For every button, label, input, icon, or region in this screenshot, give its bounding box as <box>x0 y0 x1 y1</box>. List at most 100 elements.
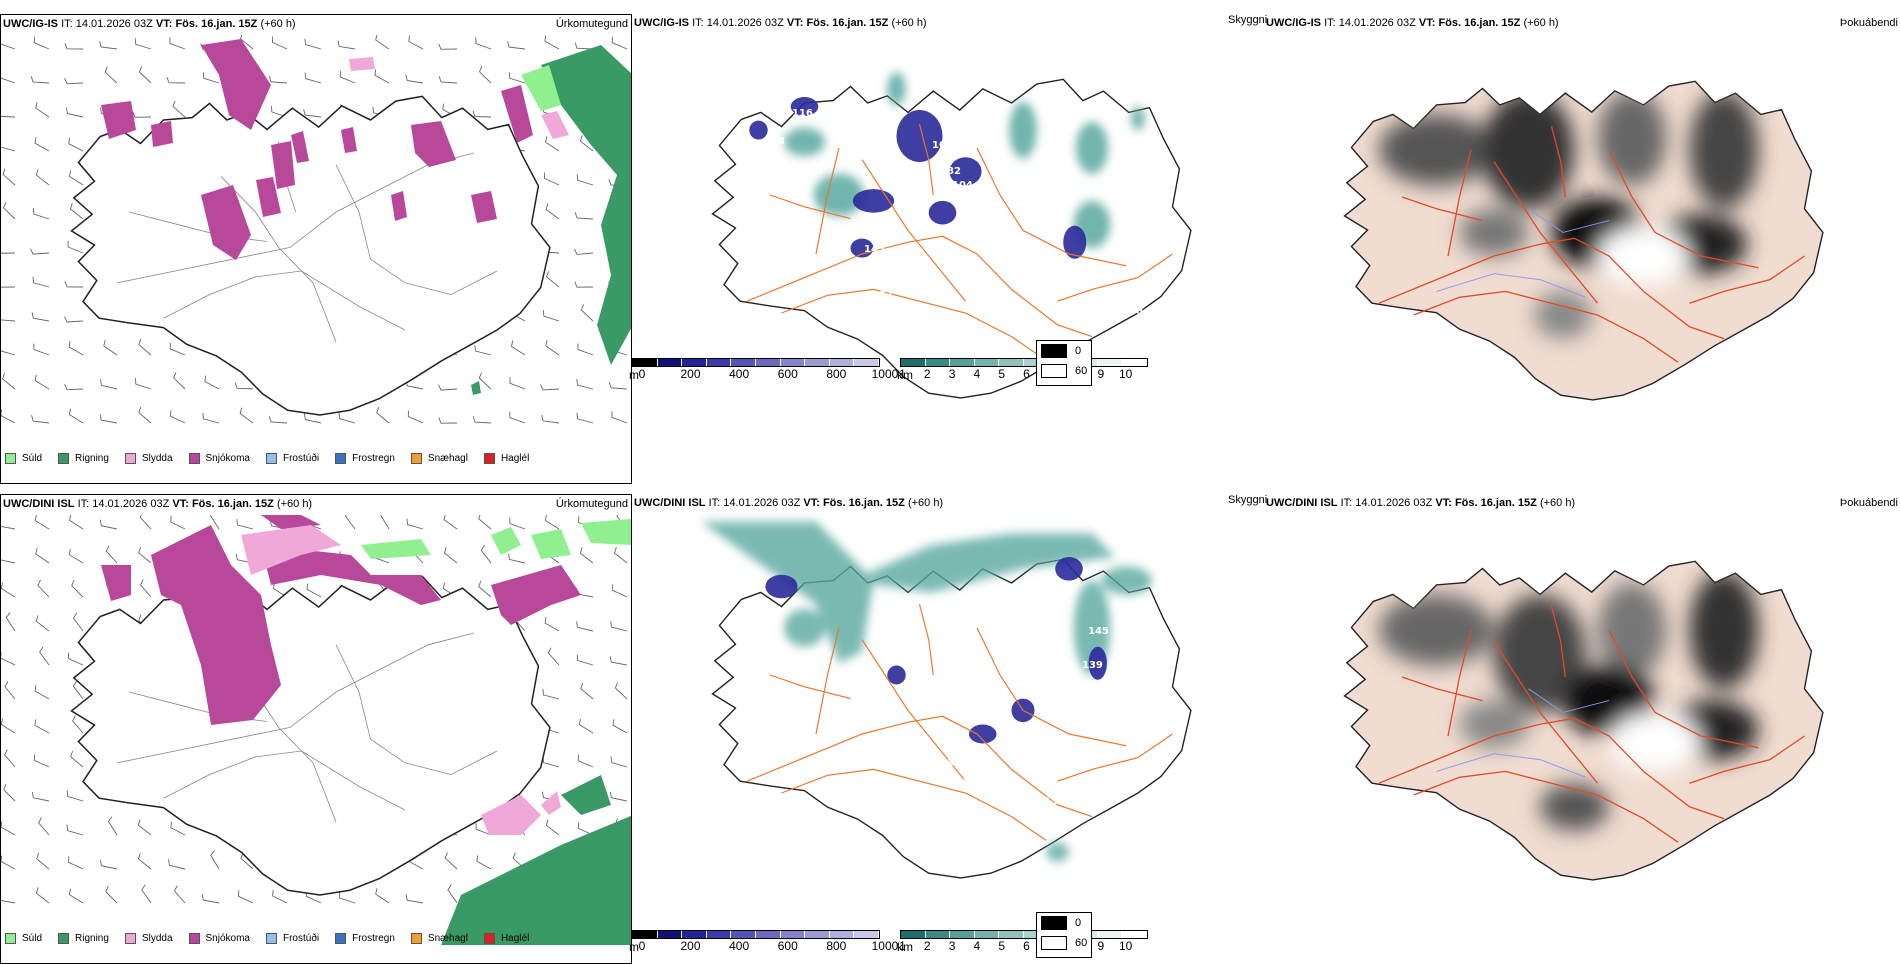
wind-barb <box>578 718 594 734</box>
legend-item: Frostregn <box>335 453 395 464</box>
wind-barb <box>1 525 16 530</box>
scale-bin <box>780 931 806 938</box>
wind-barb <box>39 646 50 666</box>
wind-barb <box>68 137 84 152</box>
wind-barb <box>545 136 560 152</box>
panel-title: Úrkomutegund <box>555 18 628 30</box>
wind-barb <box>69 515 84 530</box>
legend-item: Slydda <box>124 933 173 944</box>
wind-barb <box>105 885 118 904</box>
scale-bin <box>633 931 658 938</box>
scale-bin <box>731 359 756 366</box>
wind-barb <box>35 169 50 186</box>
wind-barb <box>35 102 50 118</box>
wind-barb <box>33 754 50 768</box>
wind-barb <box>240 35 254 50</box>
wind-barb <box>380 515 390 530</box>
panel-title: Þokuábendi <box>1839 497 1898 509</box>
wind-barb <box>170 821 186 836</box>
wind-barb <box>2 168 16 186</box>
wind-barb <box>68 408 84 424</box>
legend-swatch <box>265 933 277 944</box>
wind-barb <box>542 310 560 322</box>
wind-barb <box>1 582 16 598</box>
wind-barb <box>303 413 322 424</box>
wind-barb <box>138 546 152 564</box>
wind-barb <box>577 343 594 356</box>
scale-tick-label: 4 <box>973 939 981 953</box>
scale-tick-label: 2 <box>923 367 931 381</box>
wind-barb <box>1 146 16 152</box>
visibility-panel-bottom: UWC/DINI ISL IT: 14.01.2026 03Z VT: Fös.… <box>629 494 1268 964</box>
wind-barb <box>576 621 594 632</box>
visibility-value-label: 101 <box>1084 720 1105 731</box>
wind-barb <box>338 412 356 424</box>
wind-barb <box>509 377 526 390</box>
wind-barb <box>576 174 594 186</box>
wind-barb <box>544 515 560 530</box>
scale-tick-label: 400 <box>729 939 750 953</box>
wind-barb <box>375 888 390 904</box>
wind-barb <box>271 36 288 50</box>
wind-barb <box>202 412 220 424</box>
wind-barb <box>70 750 84 768</box>
visibility-value-label: 104 <box>952 180 973 191</box>
legend-label: Rigning <box>75 933 109 944</box>
wind-barb <box>132 111 152 118</box>
panel-title: Skyggni <box>1228 494 1268 506</box>
scale-tick-label: 800 <box>826 939 847 953</box>
visibility-value-label: 113 <box>952 270 973 281</box>
wind-barb <box>30 248 50 255</box>
visibility-value-label: 122 <box>884 762 905 773</box>
legend-item: Snæhagl <box>410 933 468 944</box>
wind-barb <box>609 656 628 666</box>
wind-barb <box>478 580 492 598</box>
scale-tick-label: 10 <box>1118 367 1133 381</box>
wind-barb <box>475 37 492 50</box>
wind-barb <box>4 681 16 700</box>
scale-tick-label: 4 <box>973 367 981 381</box>
wind-barb <box>405 894 424 904</box>
wind-barb <box>407 410 424 424</box>
wind-barb <box>68 856 84 870</box>
wind-barb <box>173 372 186 390</box>
wind-barb <box>304 72 322 84</box>
wind-barb <box>31 415 50 424</box>
visibility-map: 490 675 47 288 304 308 122 118 157 139 145 153 137 10… <box>701 521 1192 879</box>
wind-barb <box>34 515 50 530</box>
wind-barb <box>103 339 118 356</box>
visibility-scale-km: 12345678910km <box>897 358 1148 382</box>
wind-barb <box>169 37 186 50</box>
wind-barb <box>35 548 50 564</box>
wind-barb <box>69 203 84 220</box>
scale-tick-label: 600 <box>777 939 798 953</box>
wind-barb <box>3 202 16 220</box>
wind-barb <box>30 76 50 84</box>
wind-barb <box>173 885 186 904</box>
wind-barb <box>509 517 526 530</box>
cloud-legend-label: 60 <box>1075 937 1088 949</box>
scale-unit: m <box>629 368 639 382</box>
visibility-value-label: 151 <box>832 246 853 257</box>
wind-barb <box>545 203 560 220</box>
scale-tick-label: 1 <box>899 367 906 381</box>
scale-bin <box>1097 359 1123 366</box>
wind-barb <box>438 76 458 84</box>
wind-barb <box>337 40 356 50</box>
wind-barb <box>540 384 560 391</box>
wind-barb <box>64 281 84 288</box>
legend-label: Snæhagl <box>427 933 468 944</box>
wind-barb <box>376 406 390 424</box>
cloud-legend-label: 0 <box>1075 345 1082 357</box>
cloud-map <box>1343 80 1824 401</box>
wind-barb <box>544 617 560 632</box>
cloud-panel-bottom: UWC/DINI ISL IT: 14.01.2026 03Z VT: Fös.… <box>1264 494 1898 964</box>
wind-barb <box>1 77 16 84</box>
scale-bin <box>999 931 1024 938</box>
scale-tick-label: 6 <box>1023 367 1030 381</box>
panel-header: UWC/IG-IS IT: 14.01.2026 03Z VT: Fös. 16… <box>1266 17 1559 29</box>
cloud-legend-swatch <box>1041 916 1067 930</box>
visibility-value-label: 304 <box>940 724 961 735</box>
scale-bin <box>706 931 732 938</box>
wind-barb <box>344 515 356 530</box>
